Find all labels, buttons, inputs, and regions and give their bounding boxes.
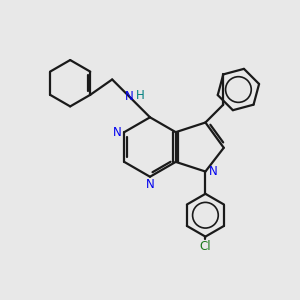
Text: H: H: [136, 89, 145, 102]
Text: N: N: [113, 126, 122, 139]
Text: N: N: [125, 89, 134, 103]
Text: N: N: [146, 178, 154, 191]
Text: N: N: [208, 165, 217, 178]
Text: Cl: Cl: [200, 240, 211, 253]
